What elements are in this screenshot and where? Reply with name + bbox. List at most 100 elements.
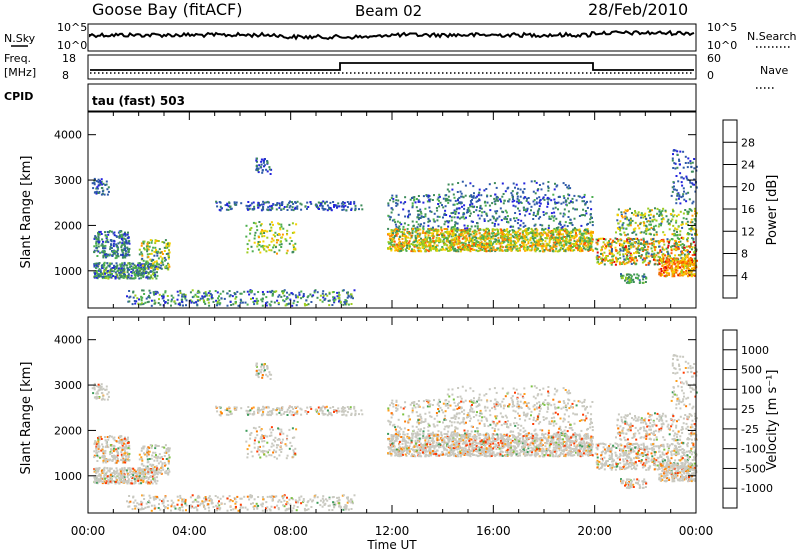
power-cell [423, 244, 425, 247]
power-cell [119, 231, 122, 234]
power-cell [648, 228, 651, 231]
power-cell [129, 295, 132, 298]
power-cell [207, 291, 210, 294]
power-cell [515, 183, 518, 186]
power-cell [108, 230, 111, 232]
power-cell [436, 215, 439, 218]
power-cell [450, 219, 453, 222]
power-cell [571, 197, 574, 200]
power-cell [420, 241, 423, 244]
power-cell [453, 196, 456, 199]
power-cell [390, 239, 393, 242]
power-cell [144, 268, 146, 271]
power-cell [476, 222, 479, 225]
power-cell [280, 208, 283, 211]
power-cell [458, 237, 461, 240]
power-cell [582, 247, 585, 250]
power-cell [423, 222, 426, 225]
freq-label: Freq. [4, 52, 31, 65]
power-cell [225, 208, 228, 211]
power-cell [126, 295, 128, 298]
power-cell [649, 213, 652, 216]
power-cell [625, 256, 628, 259]
power-cell [248, 290, 251, 293]
power-cell [568, 247, 571, 250]
power-cell [275, 208, 278, 211]
power-cell [687, 252, 690, 255]
power-cell [653, 246, 656, 249]
power-cell [642, 237, 645, 240]
power-cell [491, 221, 494, 224]
power-cell [666, 220, 669, 223]
power-cell [105, 180, 108, 183]
power-cell [96, 272, 99, 275]
power-cell [539, 198, 542, 201]
power-cell [444, 199, 447, 202]
power-cell [677, 180, 680, 183]
power-cell [112, 232, 115, 235]
power-cell [523, 188, 526, 190]
power-cell [422, 225, 425, 228]
power-cell [286, 233, 289, 236]
power-cell [230, 207, 233, 210]
power-cell [96, 240, 99, 243]
power-cell [522, 191, 525, 194]
power-cell [263, 235, 266, 238]
power-cell [680, 223, 683, 226]
power-cell [124, 250, 127, 253]
power-cell [249, 204, 252, 207]
power-cell [639, 223, 642, 226]
power-cell [247, 205, 250, 208]
power-cell [595, 256, 598, 259]
power-cell [642, 216, 645, 219]
power-cell [180, 298, 183, 301]
power-cell [514, 240, 517, 243]
power-cell [273, 301, 276, 304]
power-cell [562, 195, 565, 198]
power-cell [512, 225, 515, 228]
power-cell [627, 261, 630, 264]
power-cell [218, 201, 221, 203]
power-cell [584, 214, 586, 217]
power-cell [621, 262, 623, 265]
power-cell [541, 247, 544, 250]
power-cell [313, 291, 316, 294]
power-cell [620, 243, 623, 246]
power-cell [617, 240, 620, 243]
power-cell [391, 237, 394, 240]
power-cell [683, 253, 686, 256]
power-cell [136, 264, 139, 267]
power-cell [141, 254, 144, 257]
power-cell [566, 225, 569, 228]
power-cell [274, 290, 276, 293]
power-cell [490, 235, 493, 238]
power-cell [258, 244, 261, 247]
power-cell [267, 201, 270, 204]
power-cell [485, 250, 488, 253]
power-cell [103, 193, 106, 196]
power-cell [276, 233, 279, 236]
power-cell [422, 201, 425, 204]
power-cell [255, 167, 258, 170]
power-cell [347, 291, 349, 294]
power-cell [168, 249, 170, 252]
power-cell [262, 161, 265, 164]
power-cell [294, 201, 297, 204]
power-cell [245, 204, 248, 207]
power-cell [532, 233, 535, 236]
power-cell [656, 207, 659, 210]
power-cell [609, 242, 612, 245]
power-cell [319, 294, 322, 297]
power-cell [350, 294, 353, 297]
power-cell [262, 200, 265, 203]
power-cell [565, 232, 568, 235]
power-cell [536, 232, 539, 235]
power-cell [522, 230, 525, 233]
power-cell [344, 204, 347, 207]
power-cell [545, 248, 548, 251]
power-cell [511, 190, 514, 193]
power-cell [125, 276, 128, 279]
power-cell [143, 263, 146, 266]
power-cell [478, 210, 481, 212]
power-cell [150, 239, 153, 242]
